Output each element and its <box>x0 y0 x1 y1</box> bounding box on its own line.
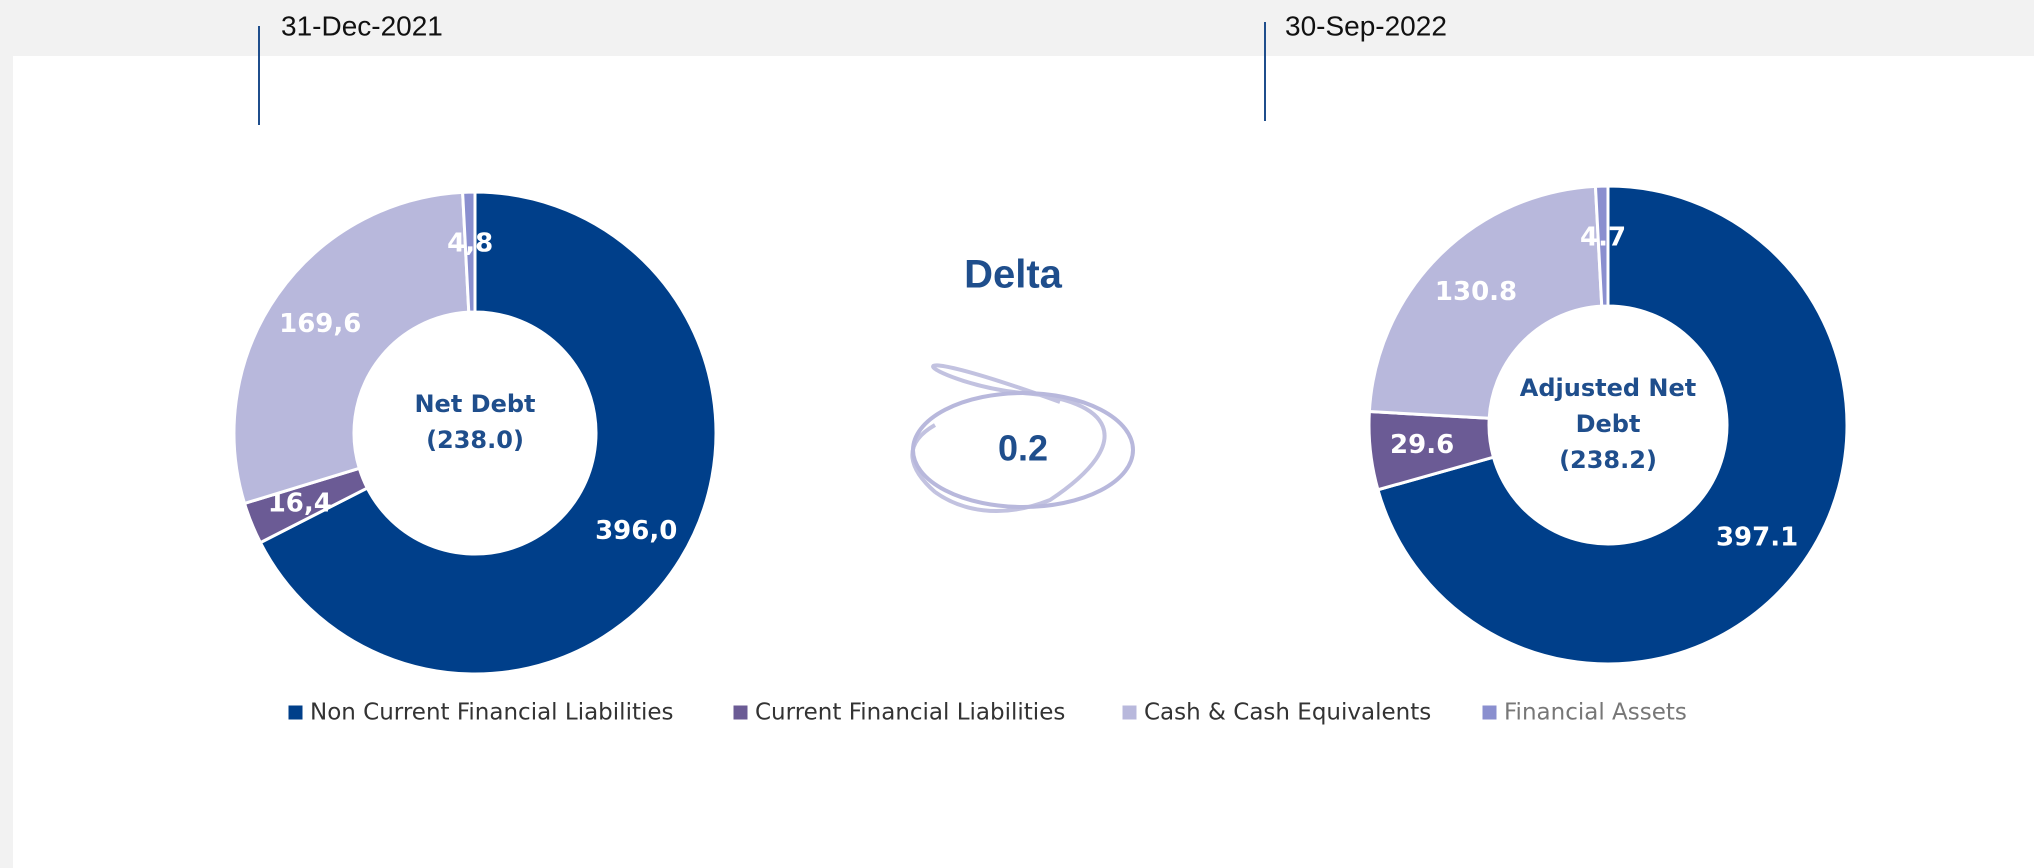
data-label: 4.7 <box>1580 223 1626 253</box>
date-label: 31-Dec-2021 <box>281 10 443 41</box>
legend-label: Financial Assets <box>1504 700 1687 726</box>
donut-slice <box>232 190 471 506</box>
center-label: (238.2) <box>1559 446 1657 474</box>
donut-slice <box>1376 184 1849 666</box>
donut-slice <box>258 190 718 676</box>
legend-label: Current Financial Liabilities <box>755 700 1065 726</box>
delta-ellipse <box>911 391 1135 509</box>
legend-swatch <box>732 704 749 721</box>
legend-label: Non Current Financial Liabilities <box>310 700 674 726</box>
donut-slice <box>1367 184 1604 420</box>
data-label: 396,0 <box>595 516 677 546</box>
center-label: Debt <box>1576 410 1641 438</box>
data-label: 4,8 <box>447 229 493 259</box>
legend-swatch <box>1121 704 1138 721</box>
data-label: 29.6 <box>1390 430 1454 460</box>
legend-swatch <box>287 704 304 721</box>
legend-label: Cash & Cash Equivalents <box>1144 700 1431 726</box>
center-label: Adjusted Net <box>1520 374 1696 402</box>
donut-slice <box>1593 184 1610 308</box>
center-label: (238.0) <box>426 426 524 454</box>
date-label: 30-Sep-2022 <box>1285 10 1447 41</box>
center-label: Net Debt <box>414 390 535 418</box>
data-label: 397.1 <box>1716 522 1798 552</box>
data-label: 169,6 <box>279 309 361 339</box>
delta-value: 0.2 <box>998 428 1048 469</box>
data-label: 130.8 <box>1435 277 1517 307</box>
legend-swatch <box>1481 704 1498 721</box>
delta-title: Delta <box>964 253 1063 297</box>
donut-slice <box>461 190 477 314</box>
